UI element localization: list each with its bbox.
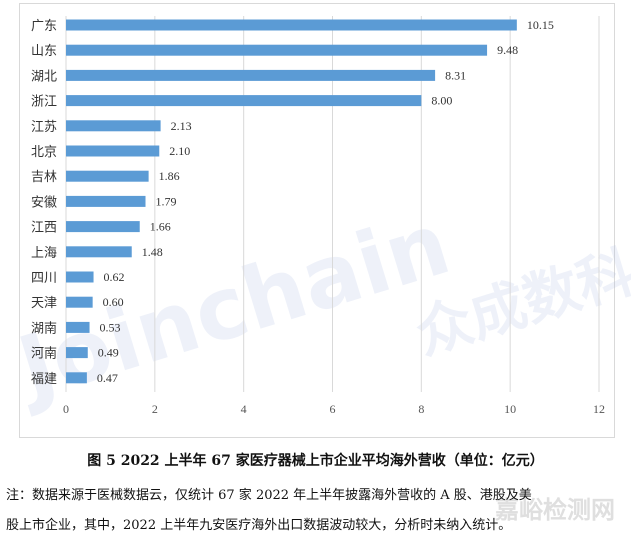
category-label: 广东 [31, 19, 57, 34]
data-label: 0.62 [104, 270, 125, 284]
data-label: 0.53 [100, 320, 121, 334]
data-label: 8.00 [431, 94, 452, 108]
bar [66, 69, 436, 81]
category-label: 浙江 [31, 95, 57, 110]
bar-chart: 0 2 4 6 8 10 12 广东 10.15 山东 9.48 湖北 8.31 浙江 8.00 江苏 2.13… [31, 16, 605, 416]
category-label: 湖北 [31, 69, 57, 84]
category-label: 四川 [31, 271, 57, 286]
category-label: 上海 [31, 246, 57, 261]
data-label: 1.66 [150, 220, 171, 234]
x-tick-label: 8 [418, 402, 424, 416]
x-tick-label: 0 [63, 402, 69, 416]
chart-title: 图 5 2022 上半年 67 家医疗器械上市企业平均海外营收（单位：亿元） [87, 453, 544, 469]
x-tick-label: 12 [593, 402, 605, 416]
category-label: 江西 [31, 221, 57, 236]
data-label: 10.15 [527, 18, 554, 32]
bar [66, 145, 160, 157]
data-label: 2.10 [169, 144, 190, 158]
category-label: 福建 [31, 372, 57, 387]
bar [66, 44, 488, 56]
note-line-2: 股上市企业，其中，2022 上半年九安医疗海外出口数据波动较大，分析时未纳入统计… [6, 518, 512, 533]
x-tick-label: 2 [152, 402, 158, 416]
data-label: 2.13 [171, 119, 192, 133]
bar [66, 246, 132, 258]
data-label: 0.49 [98, 346, 119, 360]
x-tick-label: 10 [504, 402, 516, 416]
bar [66, 271, 94, 283]
data-label: 1.79 [156, 194, 177, 208]
chart-frame [19, 3, 615, 438]
category-label: 北京 [31, 145, 57, 160]
data-label: 1.48 [142, 245, 163, 259]
category-label: 天津 [31, 296, 57, 311]
data-label: 1.86 [159, 169, 180, 183]
bar [66, 296, 93, 308]
bar [66, 19, 517, 31]
x-tick-label: 4 [241, 402, 247, 416]
data-label: 8.31 [445, 68, 466, 82]
bar [66, 170, 149, 182]
bar [66, 95, 422, 107]
note-line-1: 注：数据来源于医械数据云，仅统计 67 家 2022 年上半年披露海外营收的 A… [6, 488, 532, 503]
data-label: 0.47 [97, 371, 118, 385]
bar [66, 195, 146, 207]
bar [66, 221, 140, 233]
bar [66, 321, 90, 333]
bar [66, 120, 161, 132]
data-label: 0.60 [103, 295, 124, 309]
category-label: 吉林 [31, 170, 57, 185]
category-label: 安徽 [31, 195, 57, 210]
category-label: 江苏 [31, 119, 57, 135]
data-label: 9.48 [497, 43, 518, 57]
category-label: 湖南 [31, 320, 57, 336]
bar [66, 372, 87, 384]
category-label: 河南 [31, 346, 57, 362]
bar [66, 347, 88, 359]
category-label: 山东 [31, 44, 57, 59]
x-tick-label: 6 [330, 402, 336, 416]
